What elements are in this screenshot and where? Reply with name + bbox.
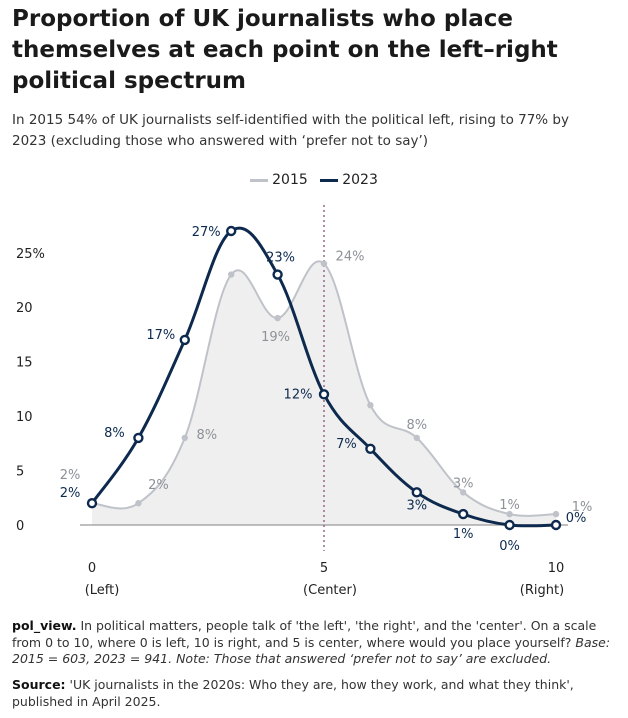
point-2015 bbox=[135, 500, 142, 507]
data-label-2023: 0% bbox=[499, 539, 520, 554]
point-2015 bbox=[460, 489, 467, 496]
data-label-2023: 0% bbox=[566, 511, 587, 526]
data-label-2023: 27% bbox=[192, 225, 221, 240]
chart-subtitle: In 2015 54% of UK journalists self-ident… bbox=[12, 112, 569, 149]
point-2015 bbox=[506, 510, 513, 518]
y-tick-label: 20 bbox=[16, 301, 33, 316]
legend: 2015 2023 bbox=[0, 172, 628, 188]
legend-swatch-2023 bbox=[320, 178, 339, 182]
point-2023 bbox=[272, 269, 283, 280]
note-label: pol_view. bbox=[12, 618, 77, 633]
point-2015 bbox=[413, 434, 420, 442]
data-label-2023: 1% bbox=[453, 527, 474, 542]
x-tick-label: 0 bbox=[88, 561, 96, 576]
point-2023 bbox=[365, 443, 376, 454]
source-note: Source: 'UK journalists in the 2020s: Wh… bbox=[12, 677, 618, 710]
data-label-2015: 8% bbox=[406, 418, 427, 433]
y-tick-label: 5 bbox=[16, 465, 24, 480]
data-label-2023: 8% bbox=[104, 426, 125, 441]
point-2023 bbox=[458, 508, 469, 520]
data-label-2015: 3% bbox=[453, 476, 474, 491]
y-tick-label: 25% bbox=[16, 247, 45, 262]
legend-item-2015[interactable]: 2015 bbox=[250, 172, 308, 188]
legend-label-2015: 2015 bbox=[272, 172, 308, 188]
line-chart: 25% 20 15 10 5 0 0 (Left) 5 (Center) 10 (Right) 2% 2%… bbox=[16, 205, 593, 598]
data-label-2023: 7% bbox=[336, 437, 357, 452]
point-2015 bbox=[552, 510, 560, 518]
legend-swatch-2015 bbox=[250, 178, 269, 182]
data-label-2023: 3% bbox=[406, 498, 427, 513]
point-2023 bbox=[179, 334, 191, 346]
data-label-2015: 1% bbox=[572, 500, 593, 515]
point-2015 bbox=[181, 434, 188, 442]
data-label-2023: 23% bbox=[266, 251, 295, 266]
source-text: 'UK journalists in the 2020s: Who they a… bbox=[12, 677, 574, 709]
point-2023 bbox=[504, 519, 515, 531]
note-text: In political matters, people talk of 'th… bbox=[12, 618, 597, 650]
y-tick-label: 0 bbox=[16, 519, 24, 534]
y-tick-label: 15 bbox=[16, 356, 33, 371]
point-2023 bbox=[550, 519, 562, 531]
data-label-2015: 8% bbox=[196, 428, 217, 443]
x-tick-label: 5 bbox=[320, 561, 328, 576]
x-tick-sublabel: (Left) bbox=[85, 583, 120, 598]
legend-label-2023: 2023 bbox=[342, 172, 378, 188]
x-tick-label: 10 bbox=[548, 561, 565, 576]
point-2023 bbox=[318, 389, 330, 400]
question-note: pol_view. In political matters, people t… bbox=[12, 618, 618, 668]
point-2023 bbox=[133, 432, 144, 444]
point-2023 bbox=[411, 487, 422, 498]
data-label-2023: 2% bbox=[60, 486, 81, 501]
point-2023 bbox=[225, 225, 237, 237]
data-label-2015: 1% bbox=[499, 498, 520, 513]
chart-title: Proportion of UK journalists who place t… bbox=[12, 6, 558, 94]
point-2023 bbox=[86, 498, 98, 509]
data-label-2015: 19% bbox=[261, 330, 290, 345]
point-2015 bbox=[274, 314, 281, 322]
data-label-2023: 17% bbox=[146, 328, 175, 343]
data-label-2015: 2% bbox=[148, 478, 169, 493]
data-label-2023: 12% bbox=[284, 387, 313, 402]
data-label-2015: 24% bbox=[336, 250, 365, 265]
x-tick-sublabel: (Center) bbox=[303, 583, 357, 598]
legend-item-2023[interactable]: 2023 bbox=[320, 172, 378, 188]
y-tick-label: 10 bbox=[16, 410, 33, 425]
note-base: Base: 2015 = 603, 2023 = 941. Note: Thos… bbox=[12, 634, 611, 667]
point-2015 bbox=[367, 402, 374, 409]
source-label: Source: bbox=[12, 677, 66, 692]
x-tick-sublabel: (Right) bbox=[520, 583, 564, 598]
point-2015 bbox=[228, 271, 235, 278]
point-2015 bbox=[320, 260, 328, 267]
data-label-2015: 2% bbox=[60, 468, 81, 483]
